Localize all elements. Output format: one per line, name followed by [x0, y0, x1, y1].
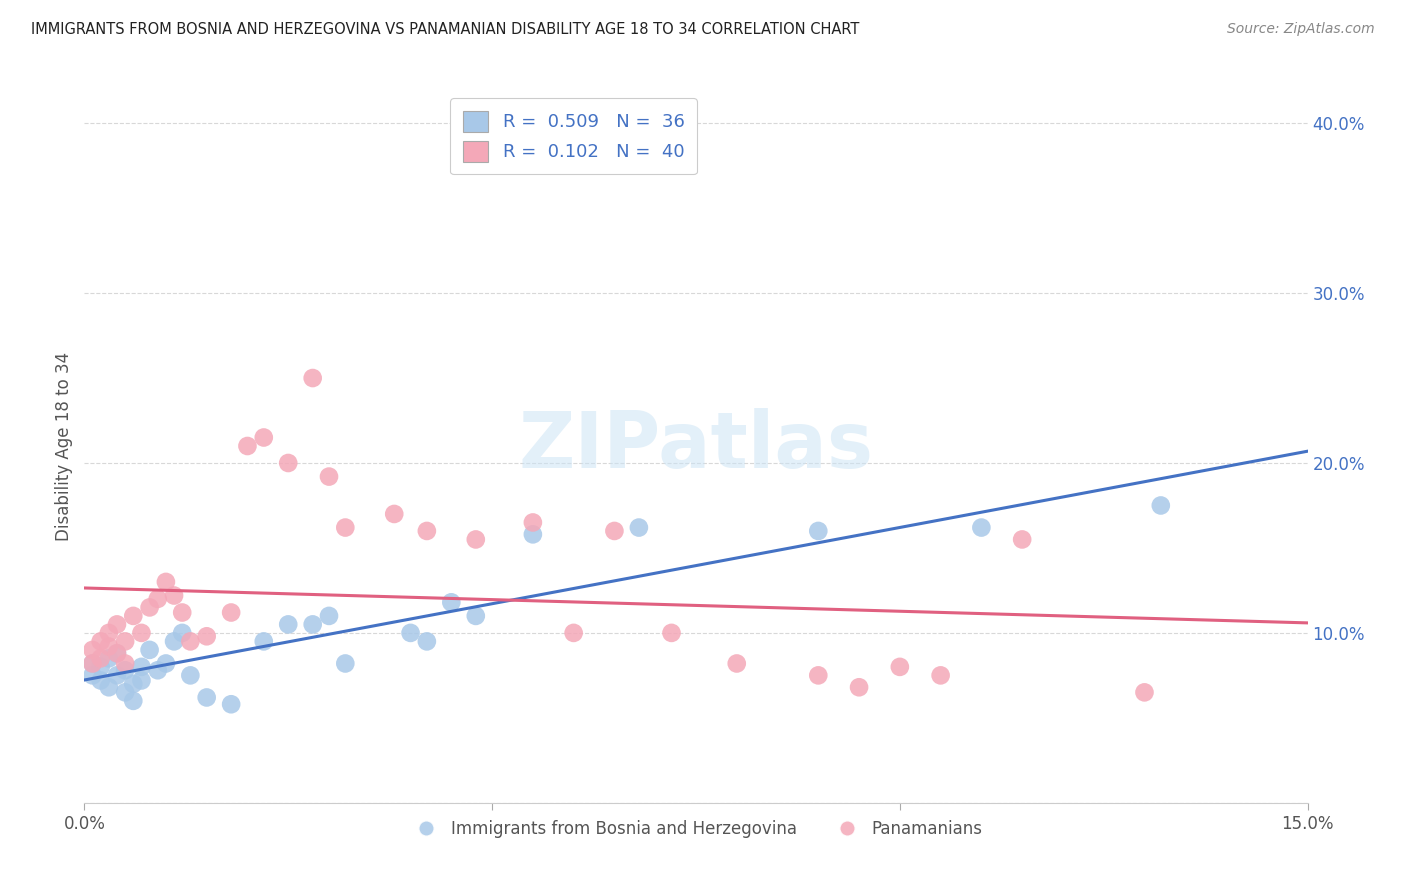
Point — [97, 651, 120, 665]
Point — [219, 698, 242, 712]
Point — [440, 595, 463, 609]
Text: IMMIGRANTS FROM BOSNIA AND HERZEGOVINA VS PANAMANIAN DISABILITY AGE 18 TO 34 COR: IMMIGRANTS FROM BOSNIA AND HERZEGOVINA V… — [31, 22, 859, 37]
Point — [97, 680, 120, 694]
Point — [219, 606, 242, 620]
Point — [301, 371, 323, 385]
Point — [138, 600, 160, 615]
Point — [464, 608, 486, 623]
Point — [105, 668, 128, 682]
Point — [146, 591, 169, 606]
Point — [138, 643, 160, 657]
Point — [661, 626, 683, 640]
Point — [122, 694, 145, 708]
Point — [301, 617, 323, 632]
Point — [277, 456, 299, 470]
Point — [122, 608, 145, 623]
Point — [1150, 499, 1173, 513]
Point — [335, 657, 357, 671]
Point — [522, 527, 544, 541]
Point — [131, 660, 153, 674]
Point — [416, 634, 439, 648]
Point — [725, 657, 748, 671]
Point — [82, 657, 104, 671]
Point — [90, 634, 112, 648]
Point — [807, 524, 830, 538]
Point — [122, 677, 145, 691]
Point — [155, 574, 177, 589]
Point — [195, 629, 218, 643]
Point — [131, 673, 153, 688]
Point — [114, 685, 136, 699]
Point — [970, 520, 993, 534]
Point — [114, 634, 136, 648]
Point — [464, 533, 486, 547]
Point — [155, 657, 177, 671]
Legend: Immigrants from Bosnia and Herzegovina, Panamanians: Immigrants from Bosnia and Herzegovina, … — [402, 814, 990, 845]
Point — [253, 634, 276, 648]
Point — [97, 640, 120, 654]
Point — [131, 626, 153, 640]
Point — [889, 660, 911, 674]
Point — [195, 690, 218, 705]
Point — [179, 634, 201, 648]
Point — [172, 626, 194, 640]
Point — [82, 657, 104, 671]
Point — [848, 680, 870, 694]
Point — [1011, 533, 1033, 547]
Point — [82, 668, 104, 682]
Point — [90, 673, 112, 688]
Point — [97, 626, 120, 640]
Point — [335, 520, 357, 534]
Point — [105, 646, 128, 660]
Point — [82, 643, 104, 657]
Point — [90, 651, 112, 665]
Point — [603, 524, 626, 538]
Point — [163, 589, 186, 603]
Point — [807, 668, 830, 682]
Point — [163, 634, 186, 648]
Point — [318, 469, 340, 483]
Point — [522, 516, 544, 530]
Y-axis label: Disability Age 18 to 34: Disability Age 18 to 34 — [55, 351, 73, 541]
Point — [562, 626, 585, 640]
Point — [146, 663, 169, 677]
Point — [90, 660, 112, 674]
Point — [114, 657, 136, 671]
Point — [277, 617, 299, 632]
Point — [105, 617, 128, 632]
Point — [1133, 685, 1156, 699]
Point — [105, 646, 128, 660]
Point — [114, 663, 136, 677]
Point — [627, 520, 650, 534]
Point — [399, 626, 422, 640]
Point — [236, 439, 259, 453]
Point — [382, 507, 405, 521]
Point — [929, 668, 952, 682]
Point — [172, 606, 194, 620]
Point — [179, 668, 201, 682]
Point — [318, 608, 340, 623]
Point — [416, 524, 439, 538]
Point — [253, 430, 276, 444]
Text: ZIPatlas: ZIPatlas — [519, 408, 873, 484]
Text: Source: ZipAtlas.com: Source: ZipAtlas.com — [1227, 22, 1375, 37]
